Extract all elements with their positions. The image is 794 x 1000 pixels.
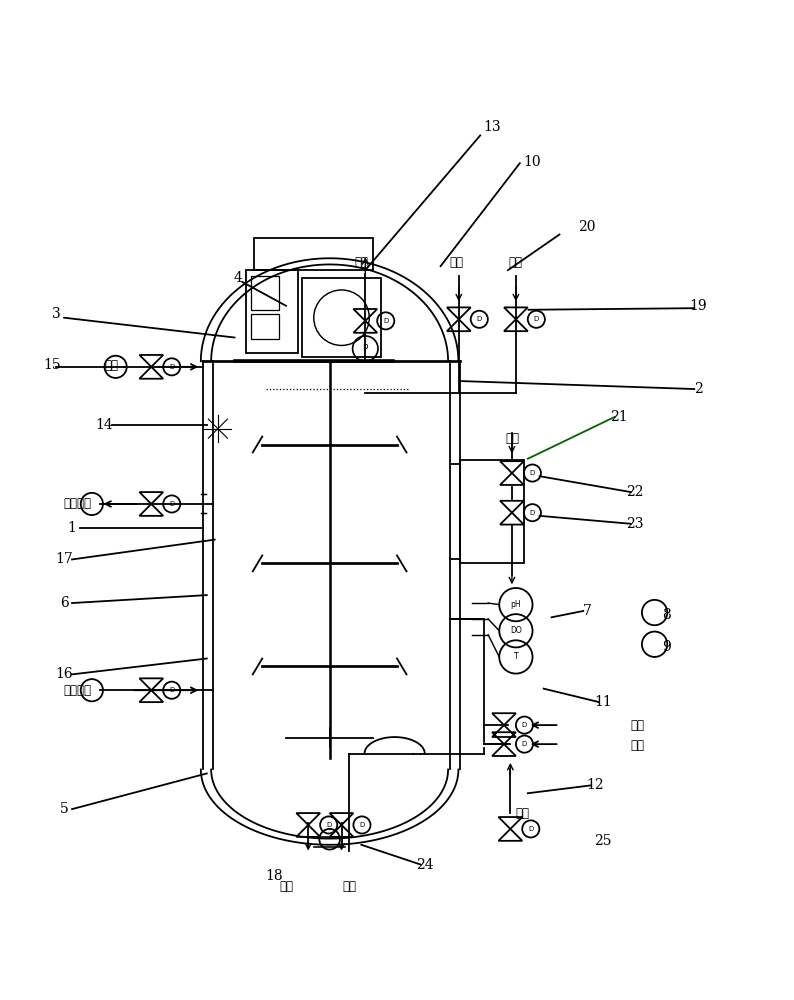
Bar	[251, 276, 279, 310]
Text: 16: 16	[56, 667, 73, 681]
Text: 接种: 接种	[449, 256, 464, 269]
Text: D: D	[528, 826, 534, 832]
Text: 液氨: 液氨	[515, 807, 530, 820]
Text: P: P	[363, 344, 368, 353]
Text: D: D	[384, 318, 388, 324]
Text: 14: 14	[94, 418, 113, 432]
Text: 3: 3	[52, 307, 60, 321]
Bar	[254, 238, 373, 270]
Text: 7: 7	[583, 604, 592, 618]
Text: D: D	[326, 822, 331, 828]
Text: DO: DO	[510, 626, 522, 635]
Text: 蔻汽: 蔻汽	[630, 739, 645, 752]
Text: 空气: 空气	[630, 719, 645, 732]
Text: 20: 20	[579, 220, 596, 234]
Text: 17: 17	[56, 552, 73, 566]
Text: pH: pH	[511, 600, 521, 609]
Text: 13: 13	[484, 120, 501, 134]
Text: 8: 8	[662, 608, 671, 622]
Text: 4: 4	[234, 271, 243, 285]
Text: D: D	[169, 687, 175, 693]
Text: 25: 25	[595, 834, 612, 848]
Text: 22: 22	[626, 485, 643, 499]
Text: 2: 2	[694, 382, 703, 396]
Text: D: D	[530, 510, 535, 516]
Text: T: T	[514, 652, 518, 661]
Text: 洗水: 洗水	[104, 359, 118, 372]
Text: 18: 18	[265, 869, 283, 883]
Text: D: D	[169, 364, 175, 370]
Text: 1: 1	[67, 521, 76, 535]
Bar	[461, 460, 524, 563]
Bar	[251, 314, 279, 339]
Text: 排水: 排水	[279, 880, 293, 893]
Text: D: D	[169, 501, 175, 507]
Text: 10: 10	[523, 155, 541, 169]
Text: 排气: 排气	[354, 256, 368, 269]
Text: 蔻汽: 蔻汽	[505, 432, 519, 445]
Text: 5: 5	[60, 802, 68, 816]
Text: 6: 6	[60, 596, 68, 610]
Text: 19: 19	[689, 299, 707, 313]
Text: 移种: 移种	[342, 880, 357, 893]
Text: 23: 23	[626, 517, 643, 531]
Text: 底料: 底料	[509, 256, 523, 269]
Text: 9: 9	[662, 640, 671, 654]
Bar	[302, 278, 381, 357]
Text: D: D	[534, 316, 539, 322]
Text: 11: 11	[594, 695, 612, 709]
Text: 冷却水回: 冷却水回	[64, 497, 92, 510]
Text: D: D	[522, 741, 527, 747]
Text: 冷却水进: 冷却水进	[64, 684, 92, 697]
Text: 15: 15	[44, 358, 61, 372]
Text: 24: 24	[416, 858, 434, 872]
Bar	[246, 270, 298, 353]
Text: D: D	[360, 822, 364, 828]
Text: 21: 21	[610, 410, 628, 424]
Text: D: D	[530, 470, 535, 476]
Text: 12: 12	[586, 778, 604, 792]
Text: D: D	[522, 722, 527, 728]
Text: D: D	[476, 316, 482, 322]
